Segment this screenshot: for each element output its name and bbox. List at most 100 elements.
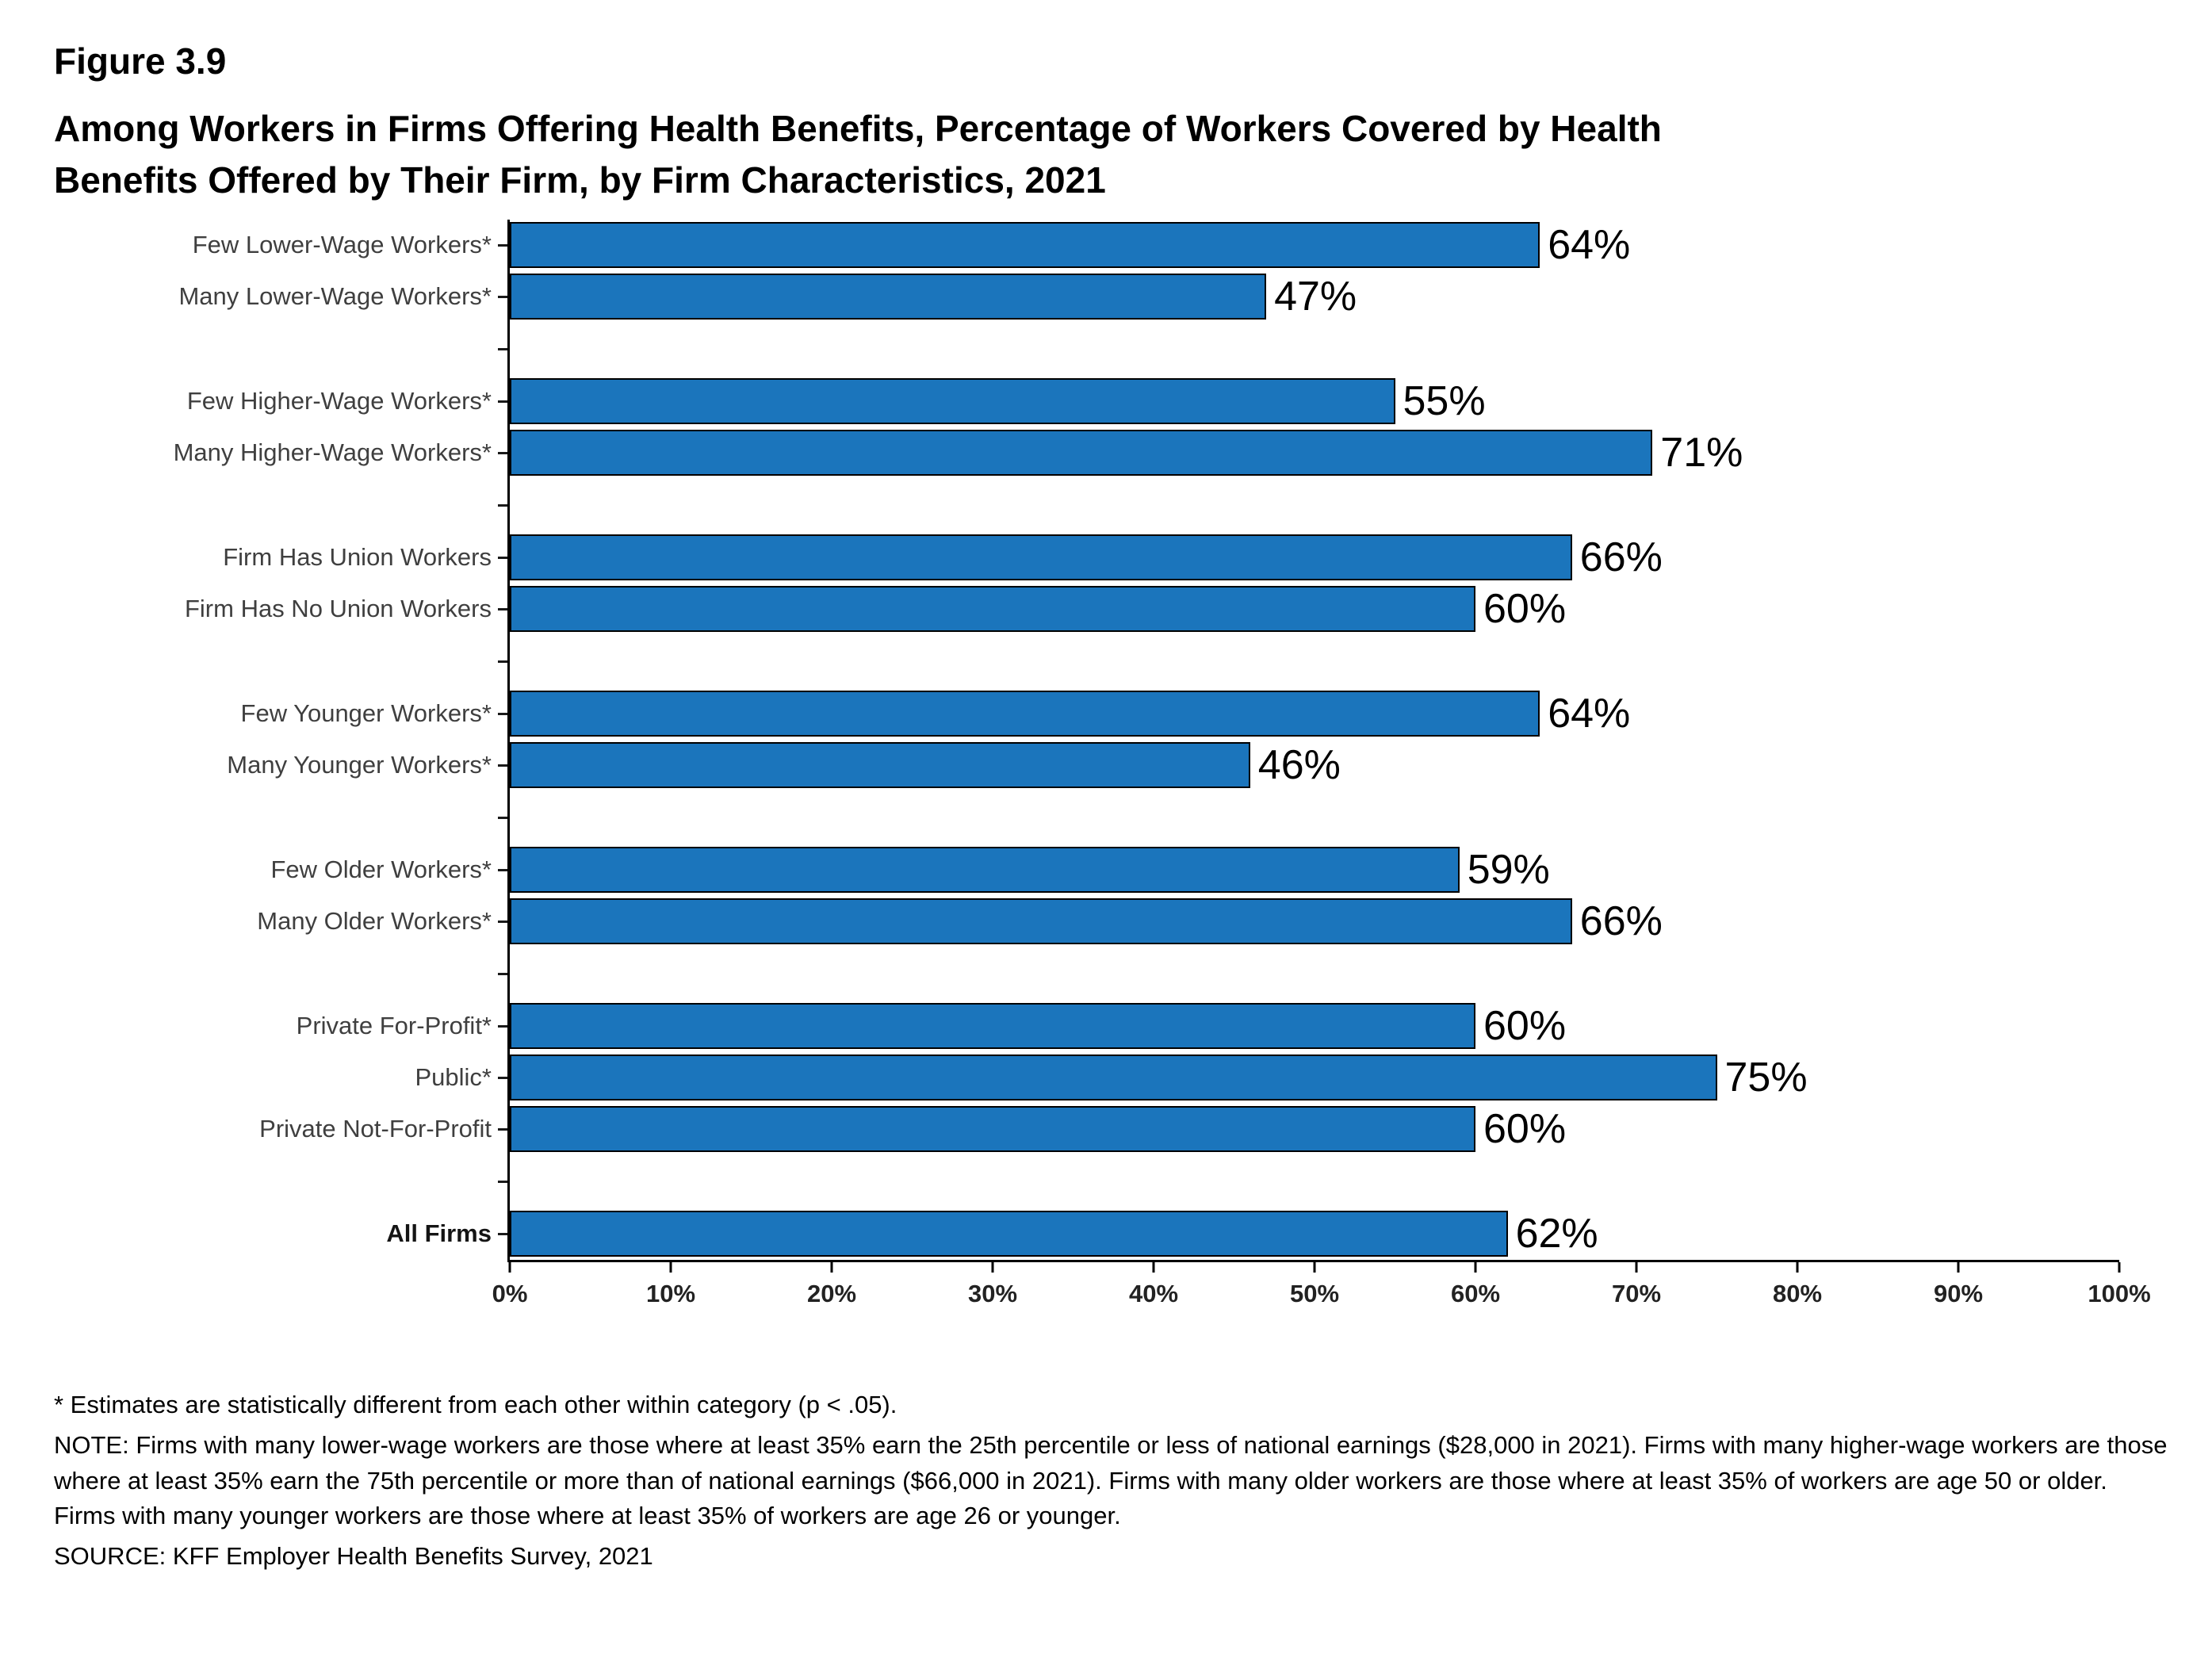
chart-bar [510, 898, 1572, 945]
bar-value-label: 60% [1483, 586, 1567, 633]
bar-track: 66% [507, 531, 2119, 584]
x-axis-tick-mark [669, 1261, 672, 1273]
x-axis-tick-label: 50% [1289, 1279, 1340, 1307]
y-axis-tick-mark [498, 1232, 507, 1235]
chart-bar-row: Few Younger Workers* 64% [54, 687, 2168, 740]
category-label-cell: Many Lower-Wage Workers* [54, 282, 492, 311]
chart-bar [510, 1054, 1717, 1101]
category-label: Many Older Workers* [257, 907, 492, 936]
category-label: Few Higher-Wage Workers* [186, 387, 492, 415]
bar-track: 47% [507, 270, 2119, 323]
chart-bar-row: Few Older Workers* 59% [54, 844, 2168, 896]
chart-bar [510, 586, 1475, 633]
x-axis-tick-label: 30% [967, 1279, 1018, 1307]
chart-bar-row: Few Higher-Wage Workers* 55% [54, 375, 2168, 427]
x-axis-tick-label: 10% [645, 1279, 696, 1307]
category-label-cell: Firm Has Union Workers [54, 543, 492, 572]
y-axis-tick-mark [498, 660, 507, 663]
bar-track [507, 478, 2119, 532]
x-axis-tick-mark [1152, 1261, 1155, 1273]
category-label: Many Lower-Wage Workers* [178, 282, 492, 311]
category-label: Few Older Workers* [270, 855, 492, 884]
bar-track [507, 947, 2119, 1001]
category-label: Many Higher-Wage Workers* [173, 438, 492, 467]
bar-track: 60% [507, 1103, 2119, 1155]
y-axis-tick-mark [498, 347, 507, 350]
bar-value-label: 64% [1548, 222, 1631, 269]
category-label-cell: Private Not-For-Profit [54, 1115, 492, 1143]
bar-track: 64% [507, 219, 2119, 271]
chart-spacer-row [54, 634, 2168, 688]
chart-bar [510, 742, 1250, 789]
y-axis-tick-mark [498, 920, 507, 923]
category-label-cell: Firm Has No Union Workers [54, 595, 492, 623]
chart-bar [510, 1211, 1508, 1257]
category-label: Firm Has Union Workers [223, 543, 492, 572]
chart-title: Among Workers in Firms Offering Health B… [54, 103, 2147, 207]
y-axis-tick-mark [498, 868, 507, 871]
x-axis-tick-label: 100% [2088, 1279, 2151, 1307]
category-label-cell: Public* [54, 1063, 492, 1092]
y-axis-tick-mark [498, 816, 507, 819]
y-axis-tick-mark [498, 712, 507, 715]
category-label: Few Younger Workers* [240, 699, 492, 728]
chart-bar-row: Private For-Profit* 60% [54, 1000, 2168, 1052]
bar-track [507, 1154, 2119, 1208]
chart-bar [510, 691, 1540, 737]
category-label-cell: Many Older Workers* [54, 907, 492, 936]
category-label-cell: Many Younger Workers* [54, 751, 492, 779]
category-label-cell: Few Younger Workers* [54, 699, 492, 728]
category-label: Private Not-For-Profit [259, 1115, 492, 1143]
y-axis-tick-mark [498, 451, 507, 454]
category-label-cell: All Firms [54, 1219, 492, 1248]
bar-value-label: 60% [1483, 1106, 1567, 1153]
category-label: Public* [415, 1063, 492, 1092]
bar-track: 66% [507, 895, 2119, 947]
category-label-cell: Many Higher-Wage Workers* [54, 438, 492, 467]
chart-bar-row: Firm Has Union Workers 66% [54, 531, 2168, 584]
x-axis-tick-label: 90% [1933, 1279, 1984, 1307]
y-axis-tick-mark [498, 243, 507, 247]
chart-spacer-row [54, 790, 2168, 844]
bar-value-label: 62% [1515, 1211, 1598, 1257]
chart-bar [510, 534, 1572, 581]
y-axis-tick-mark [498, 400, 507, 403]
bar-value-label: 55% [1403, 378, 1486, 425]
figure-label: Figure 3.9 [54, 40, 227, 82]
y-axis-tick-mark [498, 503, 507, 507]
x-axis-tick-mark [2118, 1261, 2121, 1273]
bar-track [507, 790, 2119, 844]
x-axis-tick-mark [1796, 1261, 1799, 1273]
chart-spacer-row [54, 478, 2168, 532]
bar-value-label: 66% [1579, 534, 1663, 581]
x-axis-ticks: 0% 10% 20% 30% 40% 50% 60% 70% 80% 90% 100% [492, 1261, 2151, 1319]
bar-value-label: 75% [1724, 1054, 1808, 1101]
y-axis-tick-mark [498, 607, 507, 610]
chart-bar [510, 847, 1460, 894]
x-axis-tick-label: 70% [1611, 1279, 1662, 1307]
x-axis-tick-label: 60% [1450, 1279, 1501, 1307]
x-axis-tick-mark [1957, 1261, 1960, 1273]
footnotes: * Estimates are statistically different … [54, 1388, 2168, 1575]
chart-bar-row: Many Younger Workers* 46% [54, 739, 2168, 791]
y-axis-tick-mark [498, 295, 507, 298]
x-axis-tick-label: 20% [806, 1279, 857, 1307]
bar-value-label: 71% [1660, 430, 1743, 477]
category-label: All Firms [386, 1219, 492, 1248]
chart-bar [510, 430, 1653, 477]
footnote-source: SOURCE: KFF Employer Health Benefits Sur… [54, 1542, 653, 1571]
bar-value-label: 60% [1483, 1003, 1567, 1050]
bar-track: 46% [507, 739, 2119, 791]
bar-track: 60% [507, 1000, 2119, 1052]
category-label: Many Younger Workers* [227, 751, 492, 779]
category-label: Firm Has No Union Workers [184, 595, 492, 623]
x-axis-tick-label: 40% [1128, 1279, 1179, 1307]
bar-track: 55% [507, 375, 2119, 427]
category-label-cell: Few Older Workers* [54, 855, 492, 884]
chart-bar [510, 274, 1267, 320]
chart-bar [510, 222, 1540, 269]
chart-bar [510, 1003, 1475, 1050]
chart-title-line-1: Among Workers in Firms Offering Health B… [54, 108, 1662, 149]
y-axis-tick-mark [498, 1076, 507, 1079]
x-axis-tick-mark [1313, 1261, 1316, 1273]
